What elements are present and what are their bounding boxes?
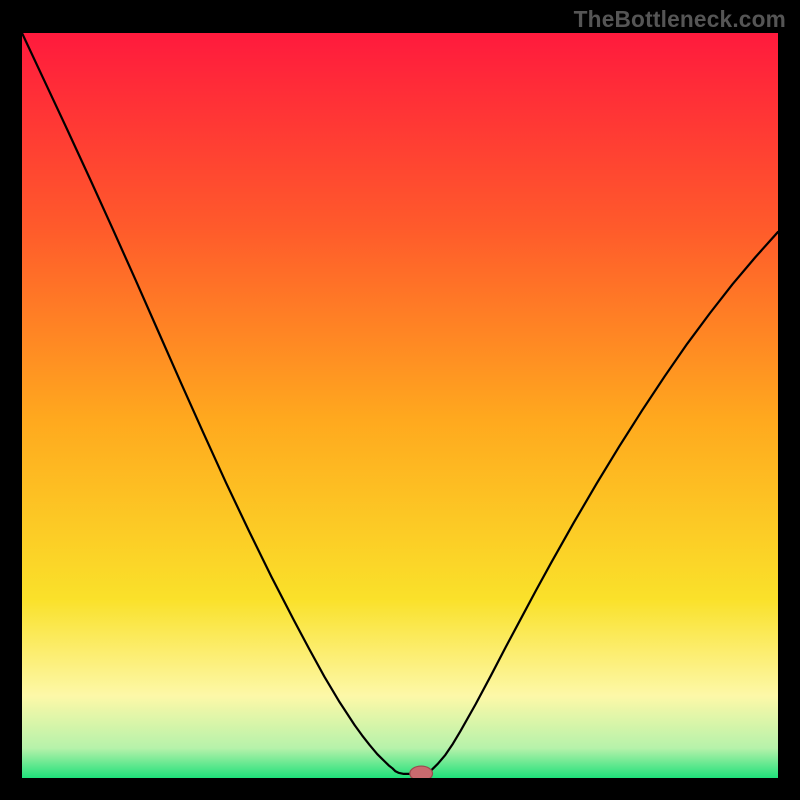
bottleneck-curve-chart [22, 33, 778, 778]
plot-area [22, 33, 778, 778]
chart-frame: TheBottleneck.com [0, 0, 800, 800]
watermark-text: TheBottleneck.com [574, 6, 786, 33]
curve-path [22, 33, 778, 774]
minimum-marker [410, 766, 433, 778]
